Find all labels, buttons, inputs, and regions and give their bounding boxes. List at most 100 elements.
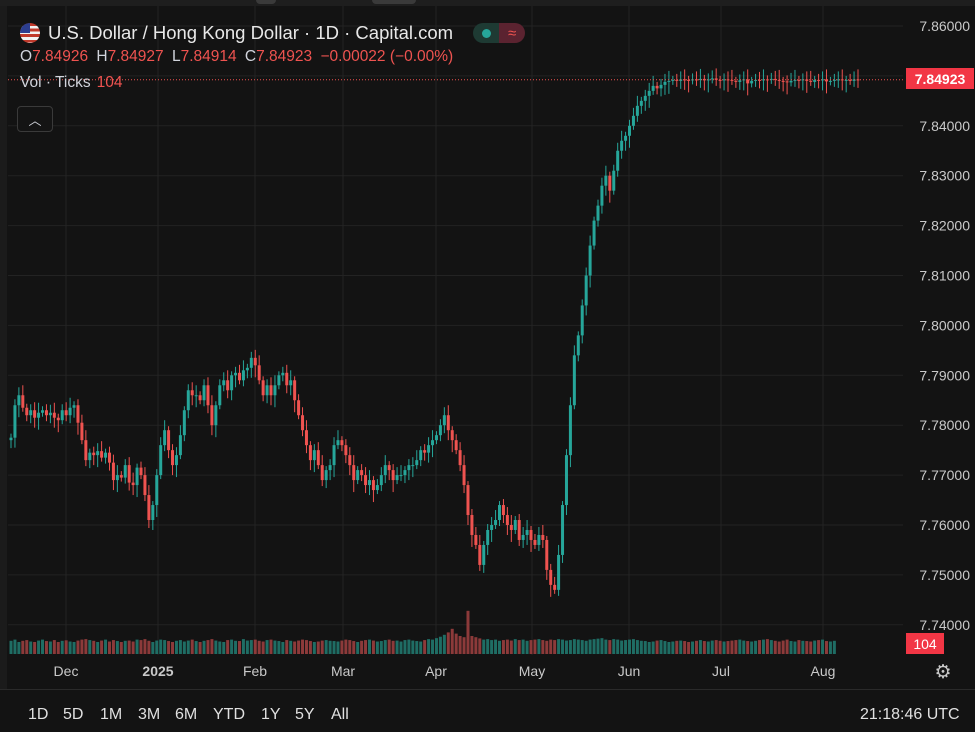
candle-body <box>836 79 840 81</box>
green-dot-icon <box>481 28 491 38</box>
volume-bar <box>537 639 541 654</box>
volume-bar <box>478 638 482 654</box>
candle-body <box>48 412 52 416</box>
candle-body <box>364 475 368 486</box>
volume-bar <box>446 632 450 654</box>
price-chart[interactable]: 7.860007.850007.840007.830007.820007.810… <box>0 0 975 700</box>
volume-bar <box>107 641 111 654</box>
candle-body <box>21 395 25 408</box>
candle-body <box>446 415 450 431</box>
candle-body <box>683 79 687 81</box>
volume-bar <box>785 639 789 654</box>
candle-body <box>13 405 17 438</box>
range-ytd-button[interactable]: YTD <box>213 706 245 723</box>
candle-body <box>356 470 360 481</box>
volume-bar <box>174 640 178 654</box>
candle-body <box>482 544 486 565</box>
candle-body <box>37 412 41 418</box>
y-tick-label: 7.81000 <box>919 268 970 284</box>
range-5y-button[interactable]: 5Y <box>295 706 315 723</box>
range-1m-button[interactable]: 1M <box>100 706 123 723</box>
volume-bar <box>651 641 655 654</box>
volume-bar <box>96 642 100 654</box>
volume-bar <box>48 641 52 654</box>
volume-bar <box>675 640 679 654</box>
plot-area <box>8 6 903 655</box>
left-panel-edge <box>0 6 7 690</box>
candle-body <box>269 385 273 396</box>
volume-bar <box>17 642 21 654</box>
volume-bar <box>261 641 265 654</box>
volume-bar <box>29 641 33 654</box>
volume-bar <box>348 640 352 654</box>
y-tick-label: 7.86000 <box>919 18 970 34</box>
symbol-title[interactable]: U.S. Dollar / Hong Kong Dollar · 1D · Ca… <box>48 22 454 43</box>
candle-body <box>72 405 76 408</box>
candle-body <box>281 372 285 376</box>
candle-body <box>312 450 316 461</box>
candle-body <box>730 79 734 81</box>
volume-bar <box>694 640 698 654</box>
volume-bar <box>431 639 435 654</box>
ohlc-values: O7.84926 H7.84927 L7.84914 C7.84923 −0.0… <box>20 48 454 65</box>
range-all-button[interactable]: All <box>331 706 349 723</box>
candle-body <box>407 465 411 471</box>
candle-body <box>391 470 395 481</box>
candle-body <box>635 105 639 116</box>
volume-legend[interactable]: Vol · Ticks 104 <box>20 74 525 92</box>
volume-bar <box>308 641 312 654</box>
volume-bar <box>454 633 458 654</box>
candle-body <box>608 175 612 191</box>
volume-bar <box>281 642 285 654</box>
candle-body <box>293 380 297 401</box>
candle-body <box>104 452 108 458</box>
volume-bar <box>687 642 691 654</box>
range-1y-button[interactable]: 1Y <box>261 706 281 723</box>
y-tick-label: 7.76000 <box>919 517 970 533</box>
volume-bar <box>734 640 738 654</box>
volume-bar <box>289 640 293 654</box>
volume-bar <box>714 640 718 654</box>
candle-body <box>734 80 738 82</box>
candle-body <box>576 335 580 356</box>
candle-body <box>612 170 616 191</box>
volume-bar <box>828 641 832 654</box>
candle-body <box>119 475 123 478</box>
chart-legend: U.S. Dollar / Hong Kong Dollar · 1D · Ca… <box>20 20 526 92</box>
volume-bar <box>576 639 580 654</box>
volume-bar <box>624 640 628 654</box>
volume-bar <box>710 640 714 654</box>
volume-bar <box>557 639 561 654</box>
market-status[interactable]: ≈ <box>473 23 526 43</box>
volume-bar <box>450 628 454 654</box>
volume-bar <box>683 641 687 654</box>
range-3m-button[interactable]: 3M <box>138 706 161 723</box>
volume-bar <box>21 640 25 654</box>
candle-body <box>186 390 190 411</box>
close-value: 7.84923 <box>256 48 313 65</box>
range-5d-button[interactable]: 5D <box>63 706 84 723</box>
candle-body <box>135 467 139 486</box>
volume-bar <box>167 641 171 654</box>
volume-bar <box>742 640 746 654</box>
x-tick-label: May <box>519 663 545 679</box>
us-flag-icon <box>20 23 40 43</box>
candle-body <box>352 465 356 481</box>
candle-body <box>828 80 832 82</box>
collapse-legend-button[interactable]: ︿ <box>17 106 53 132</box>
candle-body <box>738 80 742 82</box>
volume-bar <box>750 641 754 654</box>
candle-body <box>301 415 305 431</box>
volume-bar <box>371 640 375 654</box>
range-6m-button[interactable]: 6M <box>175 706 198 723</box>
volume-bar <box>730 640 734 654</box>
candle-body <box>517 520 521 540</box>
y-tick-label: 7.84000 <box>919 118 970 134</box>
candle-body <box>541 534 545 540</box>
volume-bar <box>395 640 399 654</box>
range-1d-button[interactable]: 1D <box>28 706 49 723</box>
volume-bar <box>273 640 277 654</box>
candle-body <box>639 100 643 106</box>
settings-button[interactable]: ⚙ <box>932 661 954 683</box>
volume-bar <box>186 640 190 654</box>
